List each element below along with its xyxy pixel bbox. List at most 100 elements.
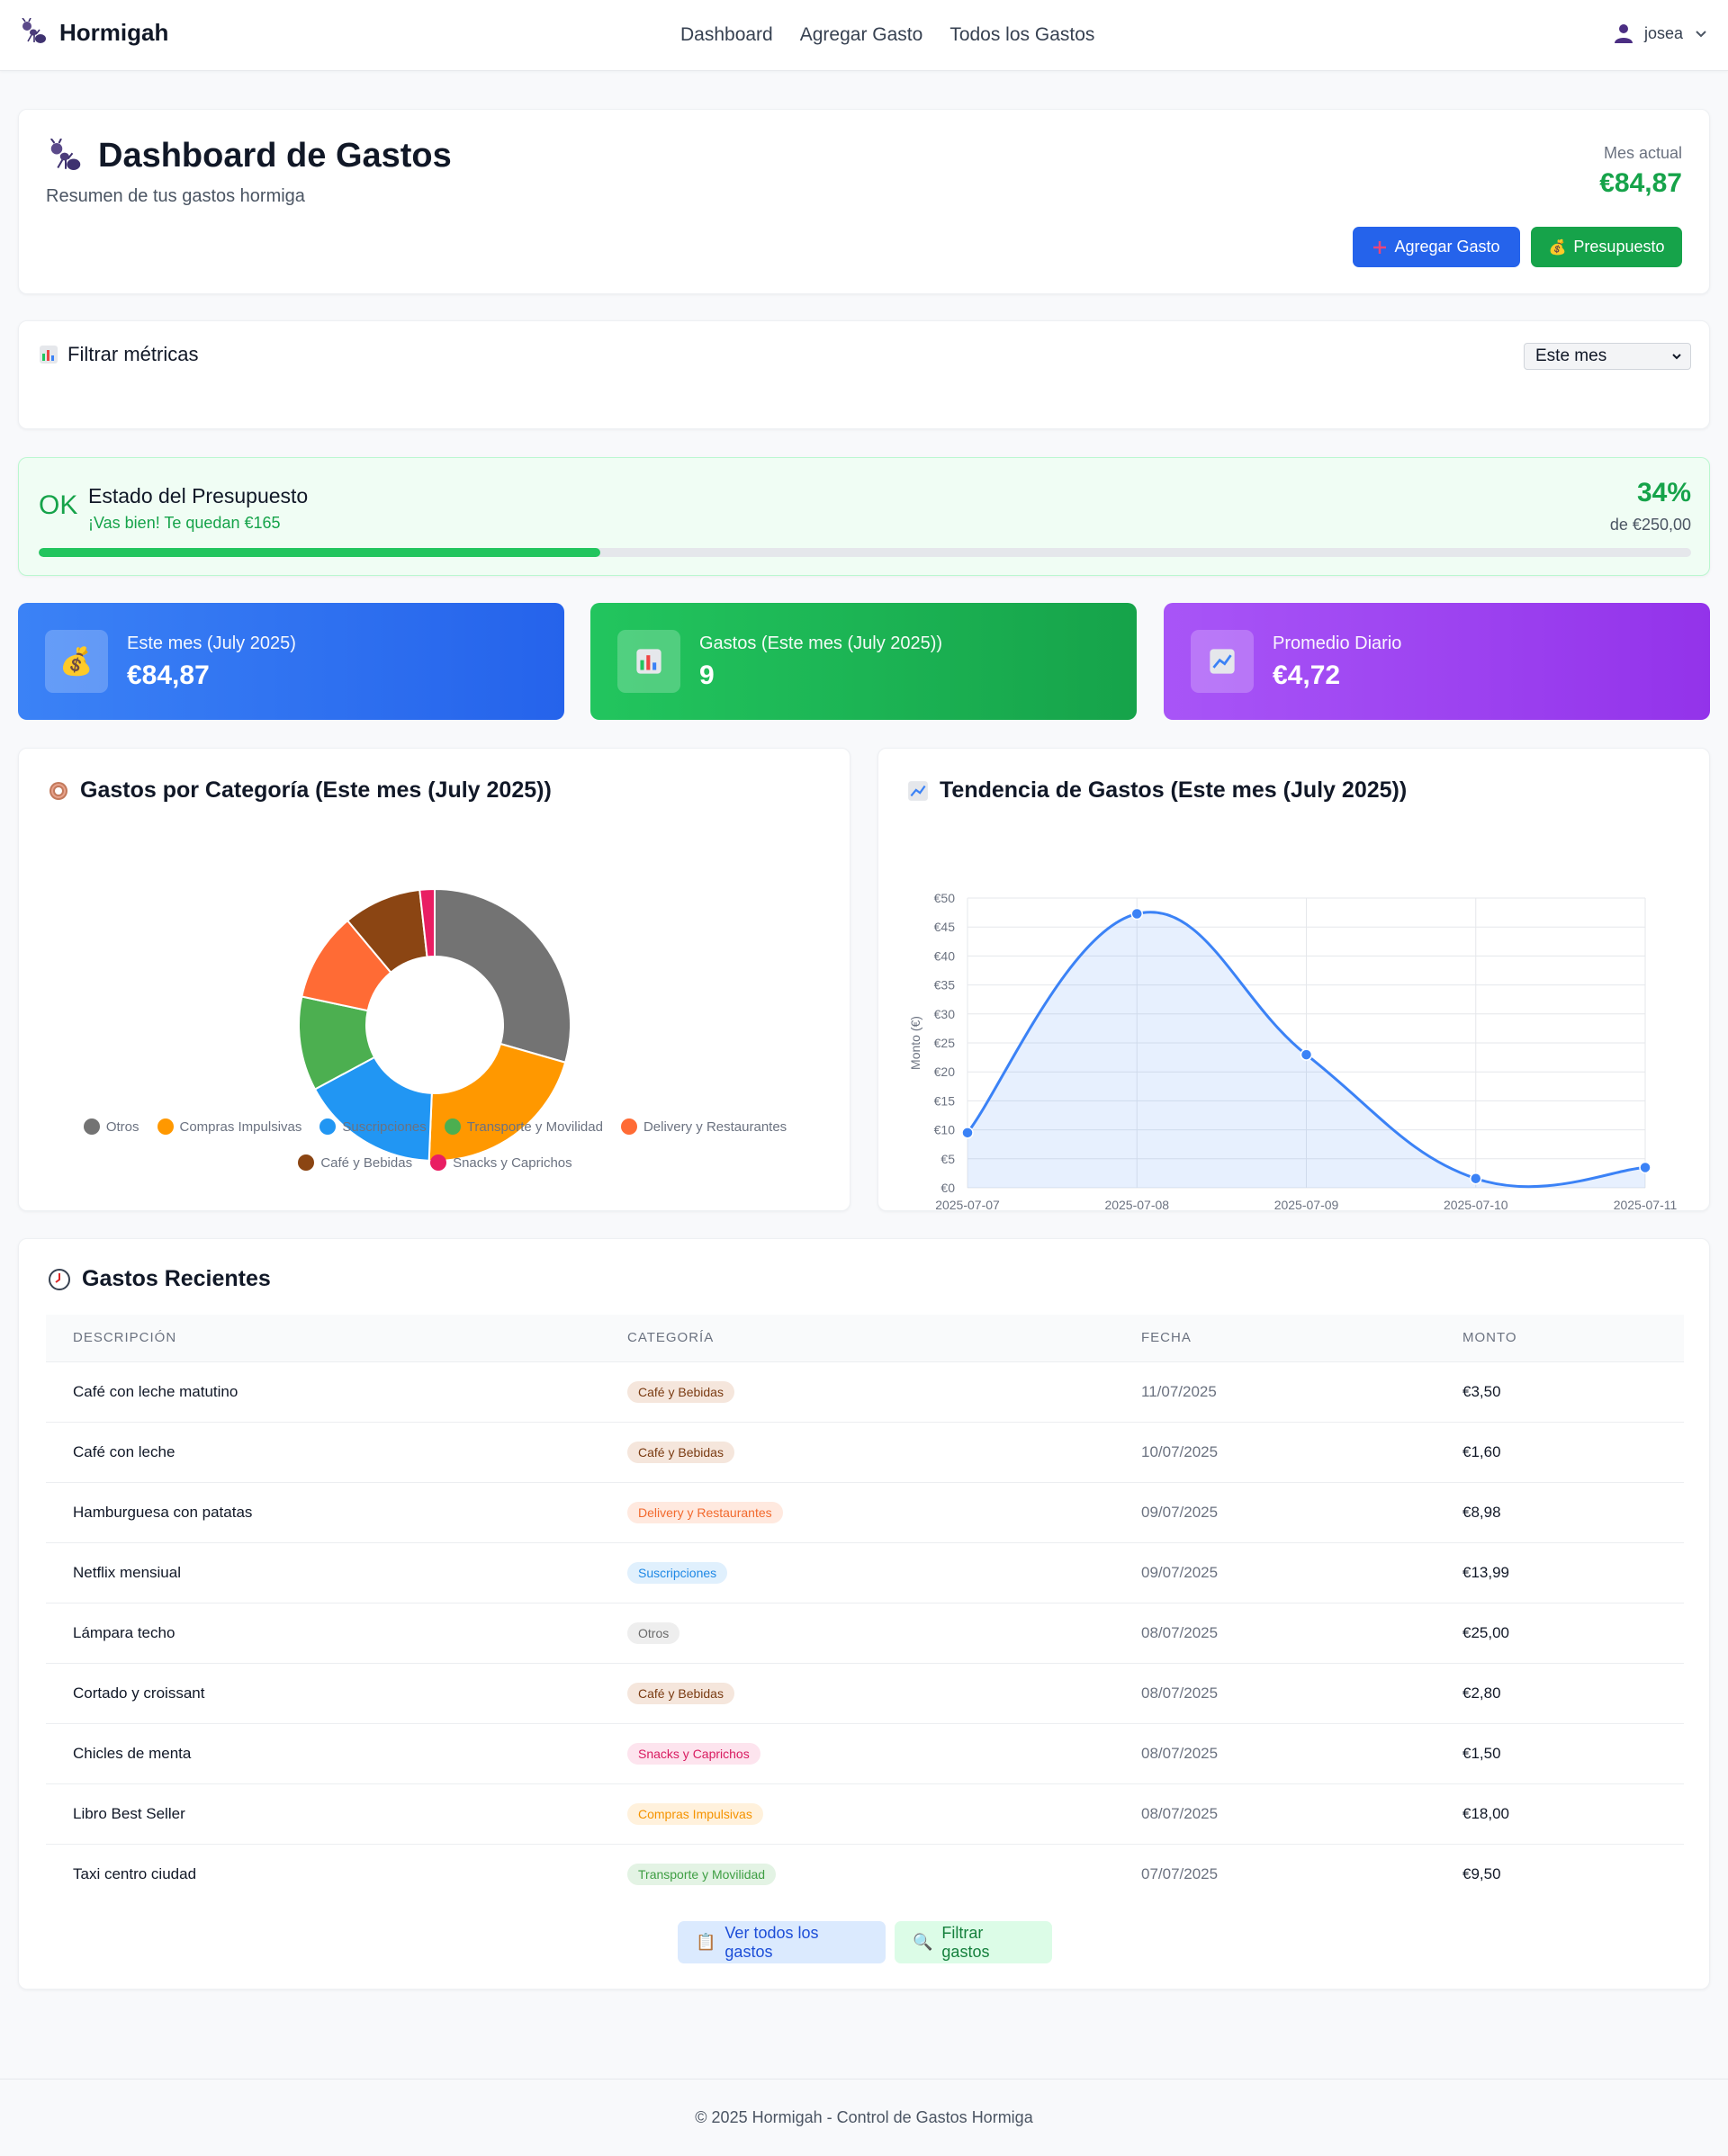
legend-item[interactable]: Delivery y Restaurantes [620,1109,788,1145]
legend-label: Suscripciones [342,1118,427,1135]
pie-slice-suscripciones[interactable] [313,1056,433,1162]
row-date: 11/07/2025 [1114,1361,1436,1422]
trend-point-2025-07-10[interactable] [1470,1172,1482,1185]
trend-point-2025-07-07[interactable] [961,1127,974,1139]
legend-label: Café y Bebidas [320,1154,413,1171]
row-amount: €13,99 [1436,1541,1684,1603]
budget-label: Presupuesto [1573,238,1665,256]
column-header-description: DESCRIPCIÓN [46,1315,600,1361]
legend-swatch [620,1118,637,1135]
recent-expenses-table: DESCRIPCIÓN CATEGORÍA FECHA MONTO Café c… [46,1315,1684,1904]
y-tick-label: €50 [934,891,956,905]
month-label: Mes actual [1603,144,1682,162]
table-row: Chicles de menta Snacks y Caprichos 08/07/… [46,1722,1684,1783]
x-tick-label: 2025-07-08 [1104,1198,1169,1212]
trend-chart-title: Tendencia de Gastos (Este mes (July 2025… [940,777,1408,803]
y-tick-label: €45 [934,920,956,934]
ant-logo-icon [22,18,46,43]
row-category: Suscripciones [600,1541,1114,1603]
budget-status-card: OK Estado del Presupuesto ¡Vas bien! Te … [18,457,1710,576]
row-amount: €1,50 [1436,1722,1684,1783]
legend-item[interactable]: Suscripciones [320,1109,427,1145]
nav-link-todos-gastos[interactable]: Todos los Gastos [950,24,1095,45]
table-row: Taxi centro ciudad Transporte y Movilidad… [46,1843,1684,1904]
row-amount: €1,60 [1436,1421,1684,1482]
magnifier-icon: 🔍 [913,1933,933,1951]
row-date: 08/07/2025 [1114,1783,1436,1844]
category-badge: Transporte y Movilidad [627,1863,777,1885]
row-description: Libro Best Seller [46,1783,600,1844]
row-description: Café con leche matutino [46,1361,600,1422]
legend-swatch [298,1154,315,1171]
period-select[interactable]: Este mes [1524,343,1691,370]
row-amount: €3,50 [1436,1361,1684,1422]
nav-link-agregar-gasto[interactable]: Agregar Gasto [799,24,923,45]
y-tick-label: €20 [934,1065,956,1079]
row-date: 08/07/2025 [1114,1722,1436,1783]
row-amount: €25,00 [1436,1602,1684,1663]
legend-item[interactable]: Snacks y Caprichos [430,1145,572,1181]
metrics-filter-card: Filtrar métricas Este mes [18,320,1710,429]
add-expense-button[interactable]: Agregar Gasto [1353,227,1520,267]
category-chart-card: Gastos por Categoría (Este mes (July 202… [18,748,850,1211]
trend-point-2025-07-08[interactable] [1130,907,1143,921]
recent-title: Gastos Recientes [82,1266,271,1291]
user-menu[interactable]: josea [1614,23,1708,43]
legend-swatch [444,1118,461,1135]
row-category: Café y Bebidas [600,1662,1114,1723]
brand[interactable]: Hormigah [20,18,168,47]
brand-name: Hormigah [59,18,169,46]
view-all-expenses-button[interactable]: 📋 Ver todos los gastos [678,1921,886,1963]
legend-item[interactable]: Café y Bebidas [298,1145,412,1181]
chevron-down-icon [1672,354,1681,360]
legend-item[interactable]: Otros [83,1109,140,1145]
view-all-label: Ver todos los gastos [724,1923,819,1961]
row-category: Delivery y Restaurantes [600,1481,1114,1542]
nav-link-dashboard[interactable]: Dashboard [680,24,773,45]
legend-item[interactable]: Compras Impulsivas [157,1109,302,1145]
row-date: 07/07/2025 [1114,1843,1436,1904]
table-header-row: DESCRIPCIÓN CATEGORÍA FECHA MONTO [46,1315,1684,1361]
category-badge: Compras Impulsivas [627,1802,763,1825]
budget-button[interactable]: 💰 Presupuesto [1531,227,1682,267]
row-description: Cortado y croissant [46,1662,600,1723]
trend-area-fill [968,912,1645,1188]
row-description: Chicles de menta [46,1722,600,1783]
filter-expenses-button[interactable]: 🔍 Filtrar gastos [895,1921,1052,1963]
filter-title: Filtrar métricas [68,343,199,365]
category-badge: Suscripciones [627,1561,728,1584]
trend-chart-card: Tendencia de Gastos (Este mes (July 2025… [878,748,1710,1212]
row-description: Netflix mensiual [46,1541,600,1603]
y-tick-label: €40 [934,948,956,963]
row-category: Otros [600,1602,1114,1663]
legend-label: Delivery y Restaurantes [643,1118,788,1135]
y-tick-label: €35 [934,978,956,993]
trend-chart-icon [908,780,928,801]
row-category: Café y Bebidas [600,1421,1114,1482]
row-amount: €2,80 [1436,1662,1684,1723]
bar-chart-icon [617,630,680,693]
category-badge: Café y Bebidas [627,1441,734,1463]
category-badge: Café y Bebidas [627,1380,734,1403]
x-tick-label: 2025-07-09 [1274,1198,1339,1212]
pie-slice-snacks-y-caprichos[interactable] [418,887,436,958]
table-row: Lámpara techo Otros 08/07/2025 €25,00 [46,1602,1684,1663]
row-amount: €9,50 [1436,1843,1684,1904]
donut-icon [50,781,68,800]
column-header-amount: MONTO [1436,1315,1684,1361]
budget-progress-bar [39,548,1691,557]
row-category: Snacks y Caprichos [600,1722,1114,1783]
pie-slice-otros[interactable] [434,887,572,1064]
trend-point-2025-07-09[interactable] [1300,1048,1313,1061]
column-header-category: CATEGORÍA [600,1315,1114,1361]
stat-label: Gastos (Este mes (July 2025)) [699,633,943,653]
category-badge: Snacks y Caprichos [627,1742,760,1765]
trend-point-2025-07-11[interactable] [1639,1161,1652,1174]
stat-label: Promedio Diario [1273,633,1402,653]
row-category: Café y Bebidas [600,1361,1114,1422]
ant-icon [50,138,81,170]
stat-card-month-total: 💰 Este mes (July 2025) €84,87 [18,603,564,720]
legend-item[interactable]: Transporte y Movilidad [444,1109,603,1145]
legend-label: Compras Impulsivas [179,1118,302,1135]
row-description: Taxi centro ciudad [46,1843,600,1904]
